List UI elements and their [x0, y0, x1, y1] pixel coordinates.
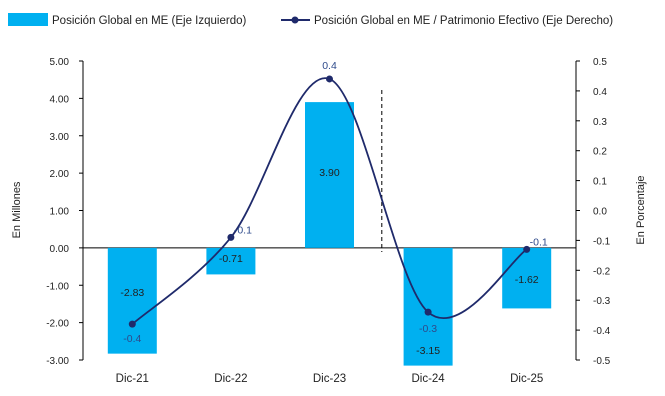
- x-axis-tick-label: Dic-23: [313, 373, 346, 385]
- x-axis-tick-label: Dic-22: [214, 373, 247, 385]
- y-axis-right-tick-label: -0.3: [593, 296, 611, 307]
- ratio-point-dic-24: [424, 308, 432, 316]
- ratio-point-dic-23: [326, 75, 333, 83]
- legend-bar-label: Posición Global en ME (Eje Izquierdo): [52, 15, 246, 27]
- y-axis-right-tick-label: -0.2: [593, 266, 611, 277]
- bar-value-label: 3.90: [319, 167, 340, 179]
- line-value-label: -0.4: [123, 333, 141, 345]
- legend-bar-swatch: [8, 13, 48, 26]
- y-axis-left-tick-label: 3.00: [50, 132, 70, 143]
- data-labels: -2.83 -0.71 3.90 -3.15 -1.62 -0.4 -0.1 0.4 -0.3 -…: [120, 60, 548, 357]
- y-axis-right-title: En Porcentaje: [635, 175, 647, 244]
- y-axis-left-tick-label: -3.00: [46, 356, 69, 367]
- legend: Posición Global en ME (Eje Izquierdo) Po…: [8, 13, 613, 27]
- y-axis-right-tick-label: -0.5: [593, 356, 611, 367]
- y-axis-right-tick-label: 0.4: [593, 87, 607, 98]
- x-axis-tick-label: Dic-25: [510, 373, 543, 385]
- y-axis-left-tick-label: 1.00: [50, 207, 70, 218]
- ratio-point-dic-22: [227, 233, 235, 241]
- legend-line-marker: [291, 16, 299, 24]
- bar-dic-22: [206, 247, 256, 275]
- y-axis-left-tick-label: -2.00: [46, 319, 69, 330]
- y-axis-right-tick-label: 0.2: [593, 147, 607, 158]
- y-axis-right-tick-label: -0.1: [593, 236, 611, 247]
- bar-value-label: -3.15: [416, 345, 440, 357]
- bar-dic-23: [305, 102, 354, 248]
- y-axis-left-tick-label: 0.00: [50, 244, 70, 255]
- bar-dic-24: [403, 247, 453, 366]
- y-axis-right-tick-label: 0.5: [593, 57, 607, 68]
- y-axis-right-tick-label: -0.4: [593, 326, 611, 337]
- x-axis-tick-label: Dic-24: [411, 373, 445, 385]
- y-axis-left-tick-label: 5.00: [50, 57, 70, 68]
- y-axis-left-tick-label: 2.00: [50, 169, 70, 180]
- bar-dic-21: [107, 247, 157, 354]
- ratio-point-dic-21: [128, 320, 136, 328]
- y-axis-right-tick-label: 0.0: [593, 207, 607, 218]
- ratio-point-dic-25: [523, 245, 531, 253]
- bar-dic-25: [502, 247, 552, 309]
- y-axis-left-tick-label: -1.00: [46, 281, 69, 292]
- ratio-line: [131, 77, 528, 325]
- line-value-label: -0.1: [234, 224, 252, 236]
- bar-value-label: -1.62: [515, 274, 539, 286]
- line-value-label: -0.3: [419, 323, 437, 335]
- x-axis-tick-label: Dic-21: [116, 373, 149, 385]
- y-axis-right-tick-label: 0.3: [593, 117, 607, 128]
- legend-line-label: Posición Global en ME / Patrimonio Efect…: [314, 15, 613, 27]
- line-series: [128, 75, 531, 328]
- bar-value-label: -2.83: [120, 287, 144, 299]
- bar-series: [107, 102, 552, 366]
- y-axis-right-tick-label: 0.1: [593, 177, 607, 188]
- bar-value-label: -0.71: [219, 253, 243, 265]
- line-value-label: -0.1: [530, 236, 548, 248]
- y-axis-left-title: En Millones: [11, 181, 23, 238]
- y-axis-left-tick-label: 4.00: [50, 94, 70, 105]
- line-value-label: 0.4: [322, 60, 337, 72]
